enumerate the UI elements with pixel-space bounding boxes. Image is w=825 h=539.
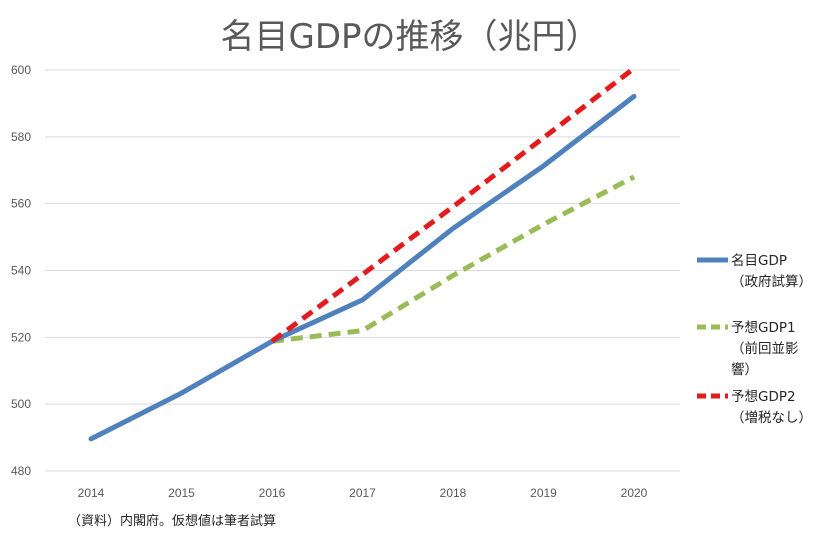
legend-label: （政府試算） [731,274,812,290]
x-tick-label: 2019 [530,486,557,500]
y-tick-label: 520 [11,330,31,344]
series-lines [88,66,637,442]
y-tick-label: 580 [11,130,31,144]
x-tick-label: 2014 [78,486,105,500]
legend-label: （前回並影 [731,340,799,357]
y-tick-label: 500 [11,397,31,411]
series-line-2 [271,174,636,344]
x-tick-label: 2015 [168,486,195,500]
legend-label: （増税なし） [731,410,812,426]
y-axis-ticks: 480 500 520 540 560 580 600 [11,63,31,478]
gridlines [45,69,680,472]
x-tick-label: 2017 [349,486,376,500]
source-note: （資料）内閣府。仮想値は筆者試算 [68,513,276,529]
y-tick-label: 600 [11,63,31,77]
chart-title: 名目GDPの推移（兆円） [220,17,599,57]
series-line-1 [88,93,637,442]
x-tick-label: 2020 [621,486,648,500]
x-tick-label: 2016 [259,486,286,500]
x-tick-label: 2018 [440,486,467,500]
legend-label: 予想GDP2 [731,389,796,405]
legend-label: 響） [731,361,758,378]
legend-label: 予想GDP1 [731,320,796,336]
y-tick-label: 540 [11,264,31,278]
y-tick-label: 480 [11,464,31,478]
y-tick-label: 560 [11,197,31,211]
legend-label: 名目GDP [731,253,787,269]
x-axis-ticks: 2014 2015 2016 2017 2018 2019 2020 [78,486,648,500]
